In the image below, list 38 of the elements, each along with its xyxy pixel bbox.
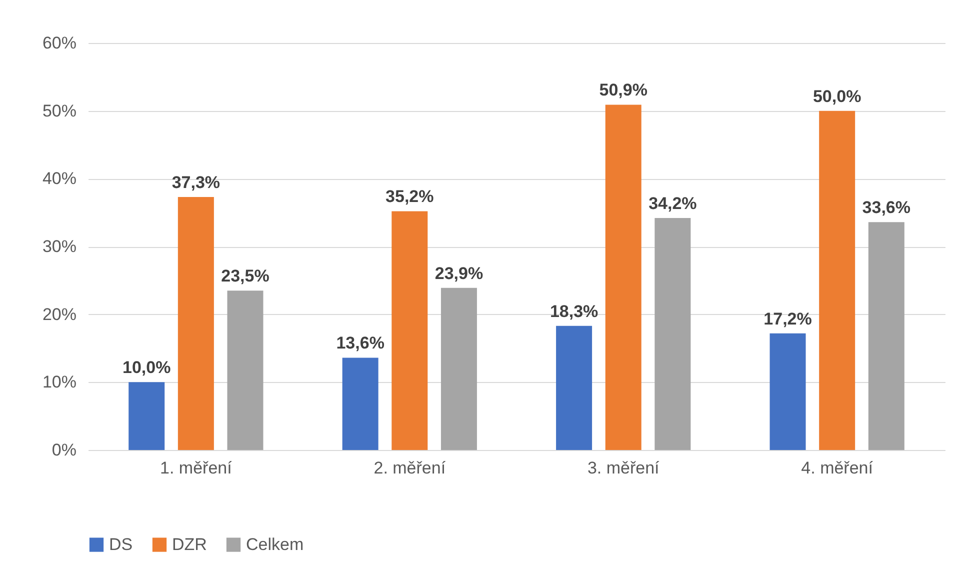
bar	[342, 358, 378, 450]
bar	[654, 218, 691, 450]
x-tick-label: 1. měření	[160, 458, 232, 478]
data-label: 18,3%	[550, 302, 598, 321]
data-label: 35,2%	[386, 187, 434, 206]
y-tick-label: 30%	[42, 237, 76, 256]
legend-label: Celkem	[246, 534, 304, 554]
data-label: 10,0%	[122, 358, 171, 378]
bar	[605, 104, 642, 450]
data-label: 37,3%	[172, 172, 220, 192]
y-tick-label: 60%	[42, 34, 76, 52]
x-tick-label: 3. měření	[587, 458, 660, 478]
x-tick-label: 4. měření	[801, 458, 874, 478]
data-label: 13,6%	[336, 334, 384, 353]
bar	[128, 382, 165, 450]
bar	[868, 222, 904, 450]
bar	[770, 333, 806, 450]
y-tick-label: 0%	[52, 440, 76, 460]
legend-label: DS	[109, 534, 133, 554]
legend-label: DZR	[172, 534, 207, 554]
data-label: 50,0%	[812, 86, 862, 106]
y-tick-label: 40%	[42, 169, 76, 188]
data-label: 17,2%	[764, 309, 812, 328]
data-label: 34,2%	[648, 194, 697, 214]
x-tick-label: 2. měření	[374, 458, 446, 478]
bar	[819, 110, 856, 450]
y-tick-label: 50%	[42, 101, 76, 120]
bar	[392, 211, 428, 450]
y-tick-label: 20%	[42, 304, 76, 324]
data-label: 23,5%	[221, 266, 270, 286]
data-label: 33,6%	[862, 198, 910, 218]
bar	[227, 290, 264, 450]
bar	[556, 326, 592, 450]
y-tick-label: 10%	[42, 372, 76, 392]
data-label: 50,9%	[599, 80, 648, 100]
data-label: 23,9%	[434, 264, 484, 283]
bar	[440, 288, 477, 450]
bar	[178, 196, 214, 450]
